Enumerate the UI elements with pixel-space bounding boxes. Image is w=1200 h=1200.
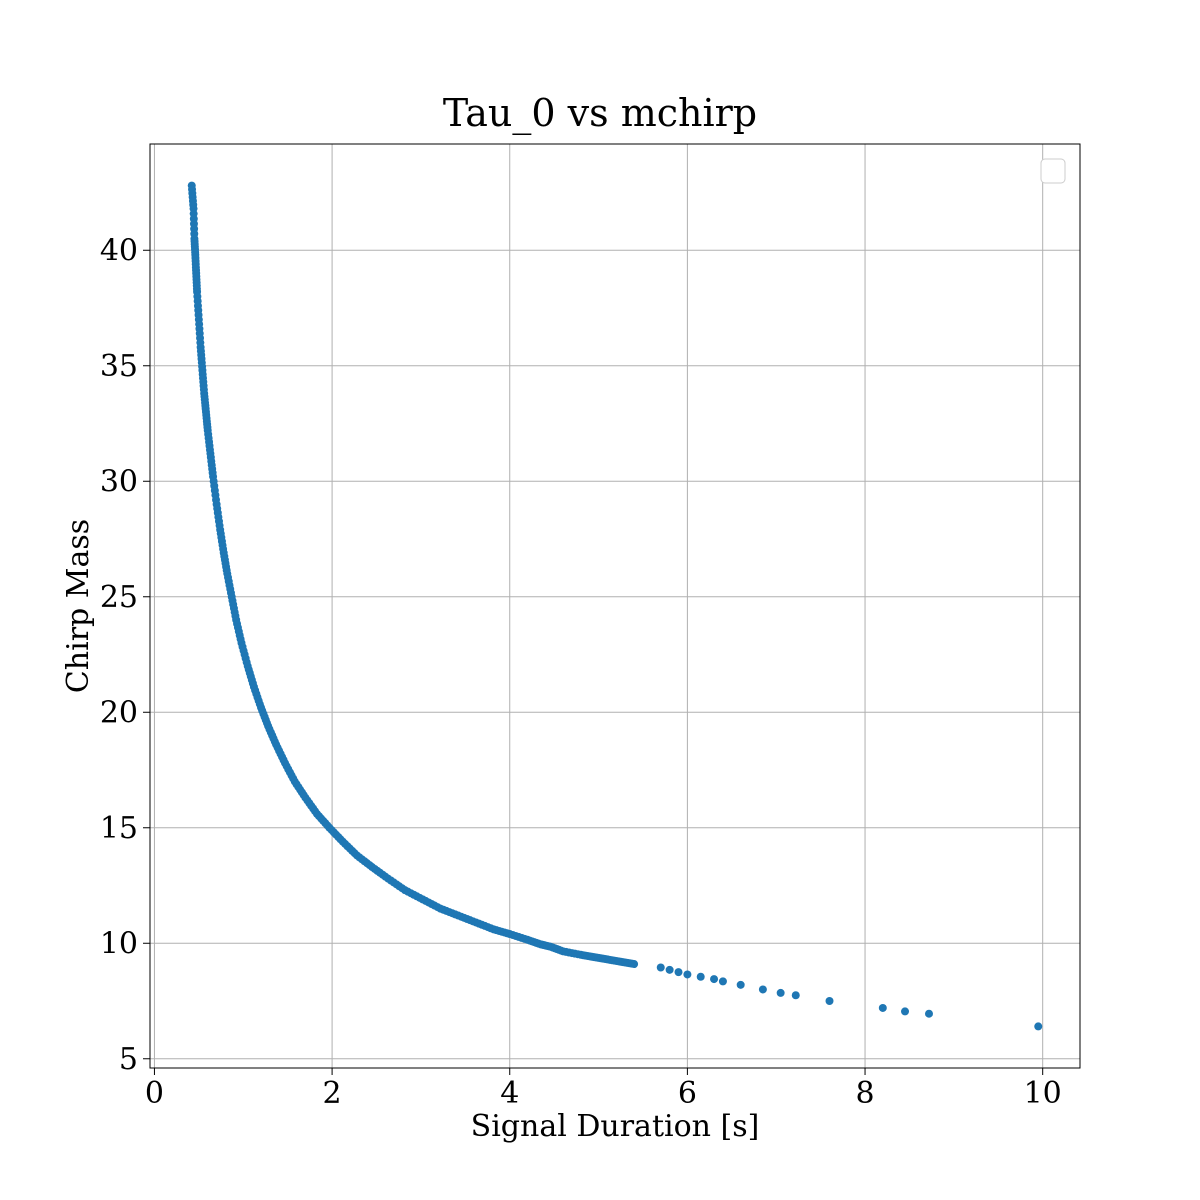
- data-point: [208, 468, 217, 477]
- y-tick-label: 15: [100, 811, 138, 846]
- data-point: [696, 972, 705, 981]
- data-point: [192, 266, 201, 275]
- data-point: [415, 893, 424, 902]
- data-point: [196, 338, 205, 347]
- data-point: [222, 566, 231, 575]
- data-point: [736, 980, 745, 989]
- data-point: [215, 521, 224, 530]
- data-point: [627, 959, 636, 968]
- y-tick-label: 10: [100, 926, 138, 961]
- x-tick-label: 8: [855, 1076, 874, 1111]
- data-point: [242, 658, 251, 667]
- data-point: [248, 679, 257, 688]
- data-point: [758, 985, 767, 994]
- data-point: [198, 362, 207, 371]
- y-axis-label: Chirp Mass: [61, 519, 96, 693]
- data-point: [236, 635, 245, 644]
- data-point: [791, 991, 800, 1000]
- y-tick-label: 30: [100, 464, 138, 499]
- chart-title: Tau_0 vs mchirp: [443, 91, 757, 136]
- data-point: [656, 963, 665, 972]
- x-tick-label: 6: [678, 1076, 697, 1111]
- y-tick-label: 5: [119, 1042, 138, 1077]
- legend-box: [1040, 158, 1066, 184]
- data-point: [189, 200, 198, 209]
- y-tick-label: 25: [100, 580, 138, 615]
- data-point: [231, 612, 240, 621]
- x-tick-label: 0: [145, 1076, 164, 1111]
- y-tick-label: 40: [100, 233, 138, 268]
- data-point: [825, 997, 834, 1006]
- data-point: [924, 1009, 933, 1018]
- y-axis-ticks: 5 10 15 20 25 30 35 40: [100, 233, 150, 1077]
- data-point: [205, 445, 214, 454]
- y-tick-label: 35: [100, 349, 138, 384]
- data-point: [255, 700, 264, 709]
- x-tick-label: 10: [1024, 1076, 1062, 1111]
- grid-lines: [150, 144, 1080, 1068]
- data-point: [190, 229, 199, 238]
- data-point: [191, 248, 200, 257]
- data-point: [201, 404, 210, 413]
- data-point: [710, 975, 719, 984]
- data-points: [187, 181, 1043, 1031]
- data-point: [199, 385, 208, 394]
- plot-frame: [149, 143, 1081, 1069]
- data-point: [212, 495, 221, 504]
- data-point: [683, 970, 692, 979]
- data-point: [776, 988, 785, 997]
- data-point: [1034, 1022, 1043, 1031]
- data-point: [226, 588, 235, 597]
- data-point: [270, 737, 279, 746]
- x-tick-label: 4: [500, 1076, 519, 1111]
- data-point: [398, 884, 407, 893]
- x-tick-label: 2: [323, 1076, 342, 1111]
- x-axis-label: Signal Duration [s]: [471, 1109, 760, 1144]
- data-point: [192, 284, 201, 293]
- data-point: [194, 310, 203, 319]
- data-point: [718, 977, 727, 986]
- data-point: [878, 1003, 887, 1012]
- data-point: [901, 1007, 910, 1016]
- data-point: [279, 756, 288, 764]
- data-point: [289, 774, 298, 783]
- data-point: [262, 719, 271, 728]
- y-tick-label: 20: [100, 695, 138, 730]
- data-point: [674, 968, 683, 977]
- data-point: [665, 965, 674, 974]
- data-point: [219, 545, 228, 554]
- data-point: [203, 423, 212, 432]
- x-axis-ticks: 0 2 4 6 8 10: [145, 1068, 1062, 1111]
